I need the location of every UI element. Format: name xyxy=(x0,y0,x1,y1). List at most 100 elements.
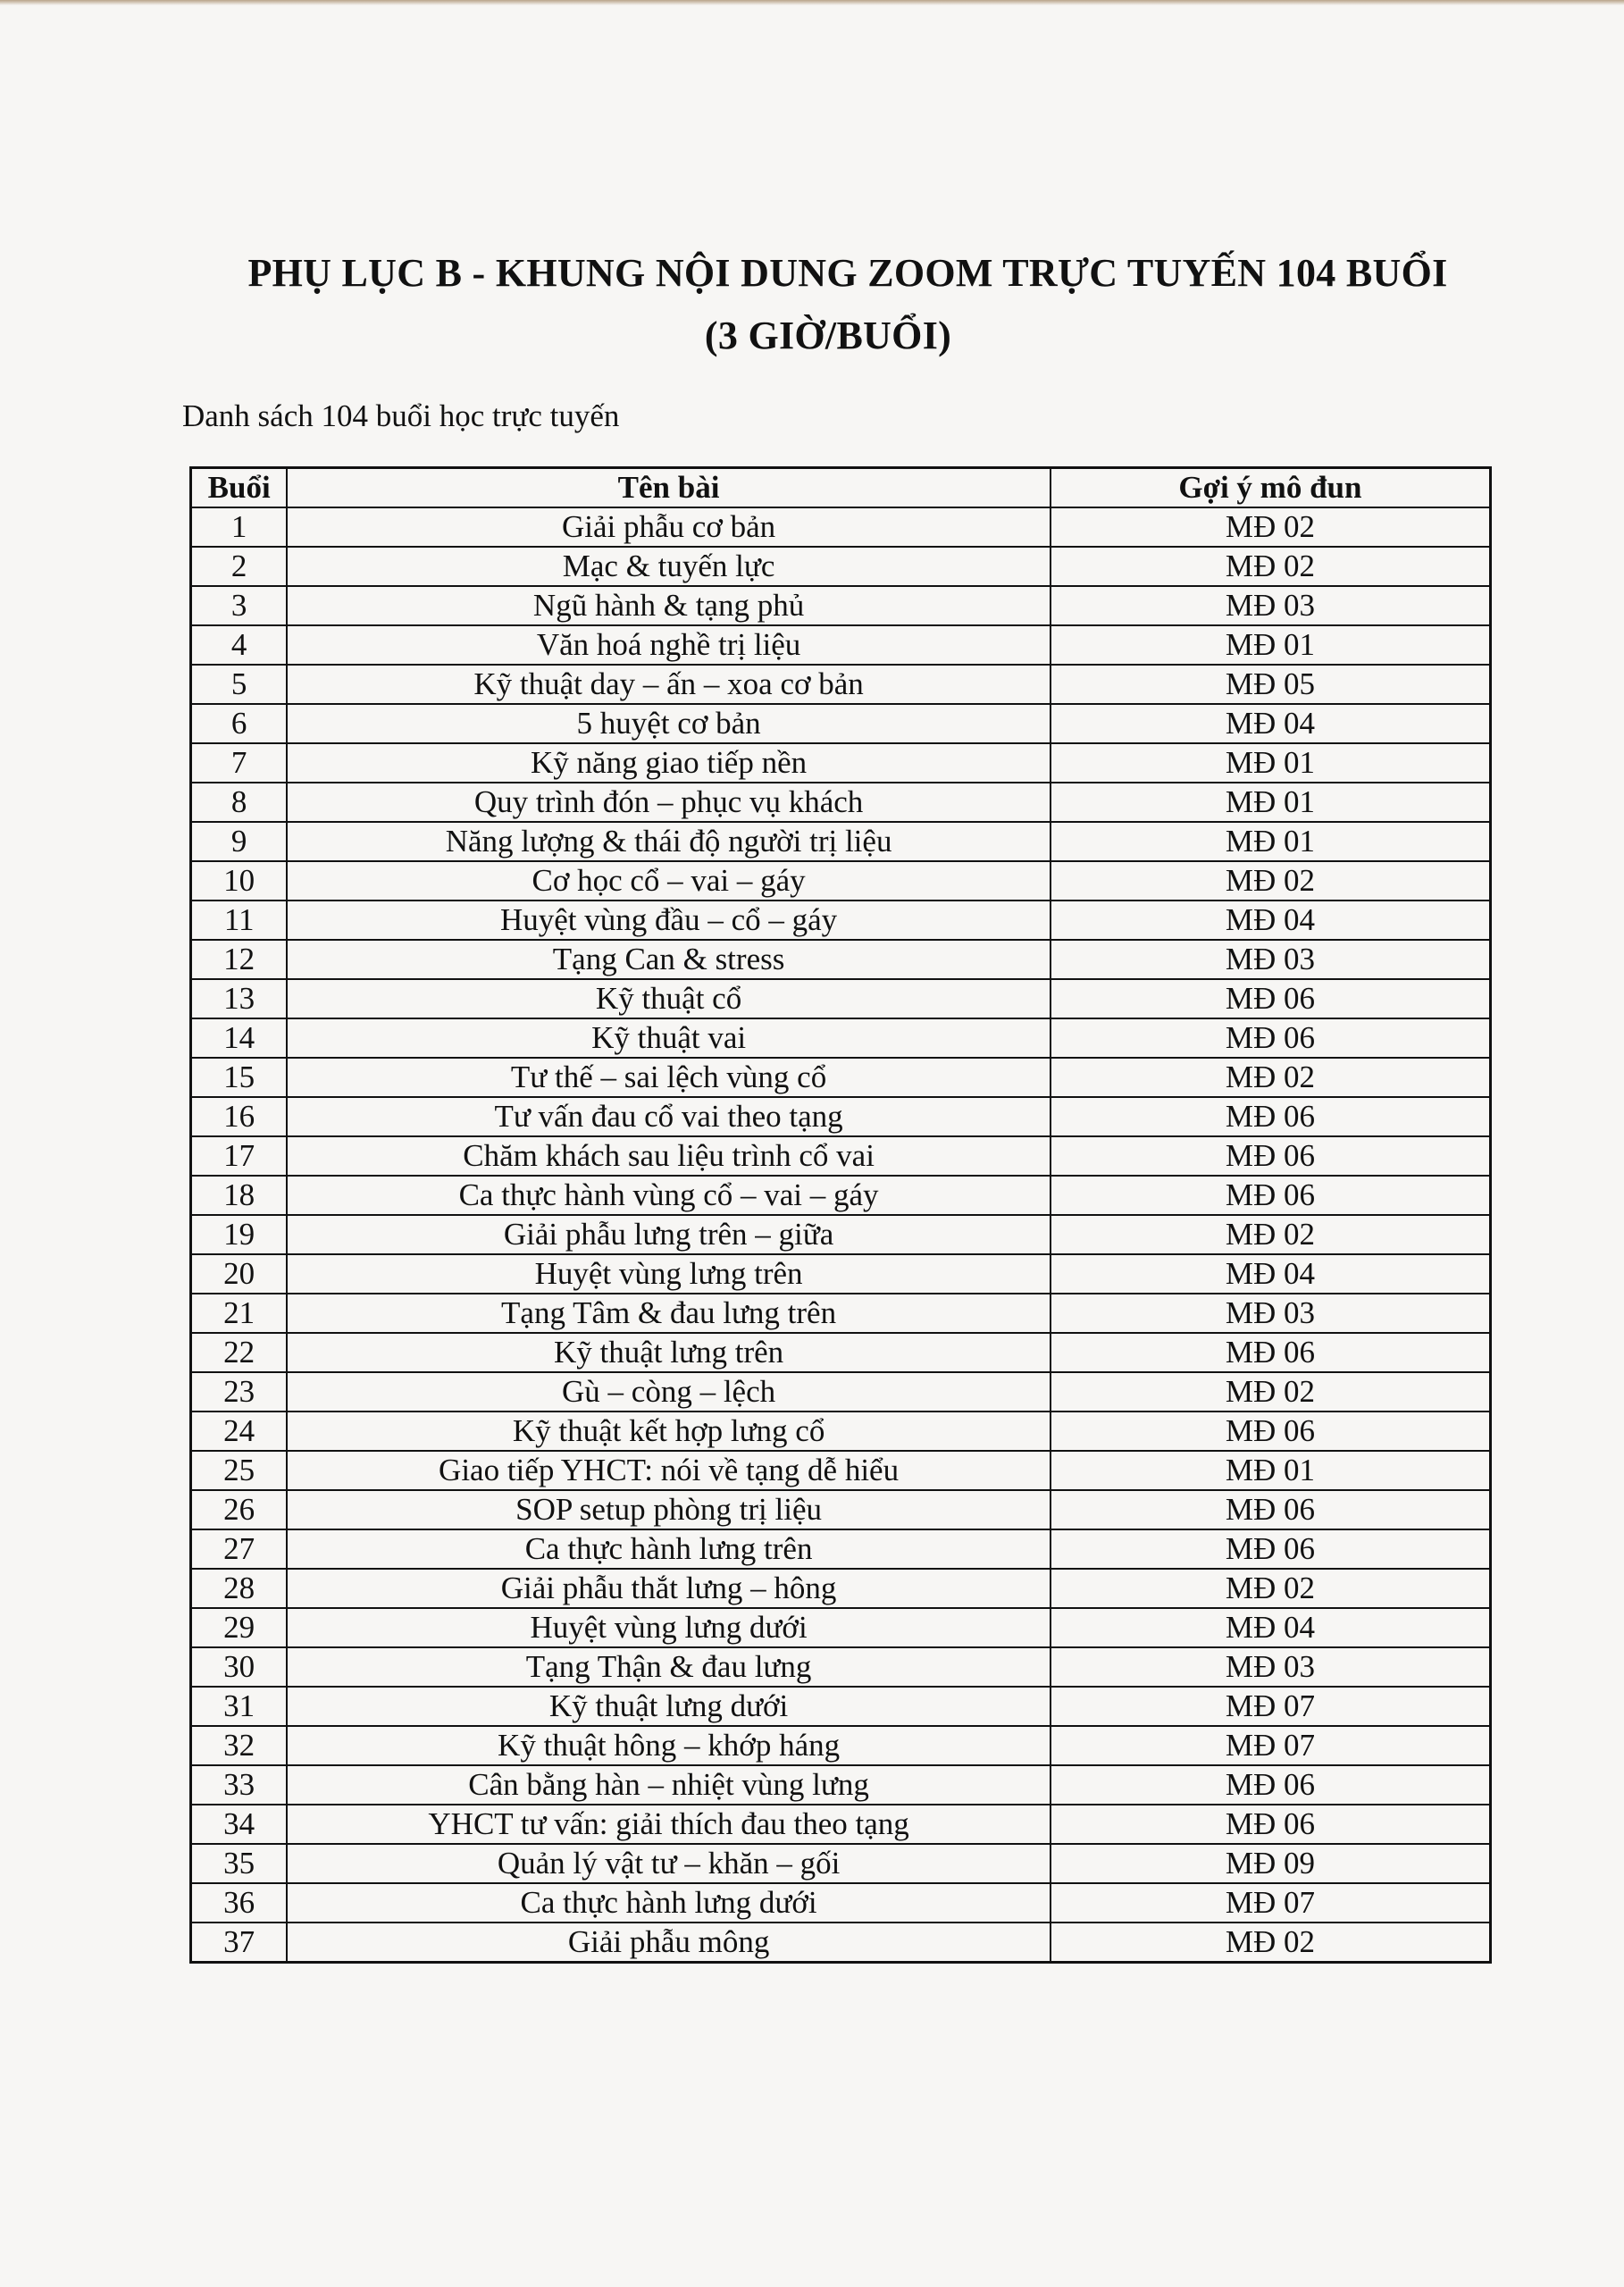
session-number: 34 xyxy=(189,1804,289,1845)
table-row: 24 Kỹ thuật kết hợp lưng cổ MĐ 06 xyxy=(189,1411,1492,1452)
module-code: MĐ 03 xyxy=(1049,585,1492,626)
lesson-name: Ca thực hành lưng dưới xyxy=(286,1882,1051,1923)
lesson-name: Kỹ thuật kết hợp lưng cổ xyxy=(286,1411,1051,1452)
lesson-name: Tư thế – sai lệch vùng cổ xyxy=(286,1057,1051,1098)
lesson-name: Kỹ thuật lưng trên xyxy=(286,1332,1051,1373)
session-number: 33 xyxy=(189,1764,289,1805)
lesson-name: Giải phẫu lưng trên – giữa xyxy=(286,1214,1051,1255)
lesson-name: Văn hoá nghề trị liệu xyxy=(286,624,1051,666)
table-row: 22 Kỹ thuật lưng trên MĐ 06 xyxy=(189,1332,1492,1373)
module-code: MĐ 06 xyxy=(1049,1529,1492,1570)
module-code: MĐ 01 xyxy=(1049,1450,1492,1491)
session-number: 8 xyxy=(189,782,289,823)
lesson-name: Ca thực hành vùng cổ – vai – gáy xyxy=(286,1175,1051,1216)
lesson-name: Giao tiếp YHCT: nói về tạng dễ hiểu xyxy=(286,1450,1051,1491)
module-code: MĐ 02 xyxy=(1049,546,1492,587)
module-code: MĐ 04 xyxy=(1049,703,1492,744)
lesson-name: Ngũ hành & tạng phủ xyxy=(286,585,1051,626)
session-number: 21 xyxy=(189,1293,289,1334)
lesson-name: Tạng Tâm & đau lưng trên xyxy=(286,1293,1051,1334)
document-title-subline: (3 GIỜ/BUỔI) xyxy=(704,314,952,357)
lesson-name: 5 huyệt cơ bản xyxy=(286,703,1051,744)
session-number: 9 xyxy=(189,821,289,862)
lesson-name: Kỹ thuật cổ xyxy=(286,978,1051,1019)
table-row: 8 Quy trình đón – phục vụ khách MĐ 01 xyxy=(189,782,1492,823)
table-row: 34 YHCT tư vấn: giải thích đau theo tạng M… xyxy=(189,1804,1492,1845)
module-code: MĐ 01 xyxy=(1049,821,1492,862)
session-table: Buổi Tên bài Gợi ý mô đun 1 Giải phẫu cơ … xyxy=(189,466,1492,1964)
session-number: 25 xyxy=(189,1450,289,1491)
table-row: 5 Kỹ thuật day – ấn – xoa cơ bản MĐ 05 xyxy=(189,664,1492,705)
table-row: 13 Kỹ thuật cổ MĐ 06 xyxy=(189,978,1492,1019)
session-number: 4 xyxy=(189,624,289,666)
module-code: MĐ 05 xyxy=(1049,664,1492,705)
table-header-row: Buổi Tên bài Gợi ý mô đun xyxy=(189,466,1492,508)
table-row: 32 Kỹ thuật hông – khớp háng MĐ 07 xyxy=(189,1725,1492,1766)
session-number: 12 xyxy=(189,939,289,980)
table-row: 7 Kỹ năng giao tiếp nền MĐ 01 xyxy=(189,742,1492,783)
session-number: 27 xyxy=(189,1529,289,1570)
module-code: MĐ 07 xyxy=(1049,1882,1492,1923)
session-number: 32 xyxy=(189,1725,289,1766)
session-number: 29 xyxy=(189,1607,289,1648)
module-code: MĐ 06 xyxy=(1049,1135,1492,1177)
module-code: MĐ 02 xyxy=(1049,1922,1492,1964)
module-code: MĐ 04 xyxy=(1049,900,1492,941)
lesson-name: Gù – còng – lệch xyxy=(286,1371,1051,1412)
session-number: 30 xyxy=(189,1646,289,1688)
lesson-name: Tạng Can & stress xyxy=(286,939,1051,980)
module-code: MĐ 01 xyxy=(1049,624,1492,666)
session-number: 20 xyxy=(189,1253,289,1294)
lesson-name: Tư vấn đau cổ vai theo tạng xyxy=(286,1096,1051,1137)
module-code: MĐ 02 xyxy=(1049,1371,1492,1412)
session-number: 19 xyxy=(189,1214,289,1255)
session-number: 23 xyxy=(189,1371,289,1412)
lesson-name: Quản lý vật tư – khăn – gối xyxy=(286,1843,1051,1884)
table-row: 17 Chăm khách sau liệu trình cổ vai MĐ 06 xyxy=(189,1135,1492,1177)
module-code: MĐ 04 xyxy=(1049,1253,1492,1294)
lesson-name: Giải phẫu thắt lưng – hông xyxy=(286,1568,1051,1609)
module-code: MĐ 02 xyxy=(1049,860,1492,901)
lesson-name: Mạc & tuyến lực xyxy=(286,546,1051,587)
table-row: 33 Cân bằng hàn – nhiệt vùng lưng MĐ 06 xyxy=(189,1764,1492,1805)
table-row: 9 Năng lượng & thái độ người trị liệu MĐ 0… xyxy=(189,821,1492,862)
lesson-name: Kỹ thuật hông – khớp háng xyxy=(286,1725,1051,1766)
lesson-name: Năng lượng & thái độ người trị liệu xyxy=(286,821,1051,862)
table-row: 4 Văn hoá nghề trị liệu MĐ 01 xyxy=(189,624,1492,666)
document-subtitle: Danh sách 104 buổi học trực tuyến xyxy=(182,398,620,433)
session-number: 5 xyxy=(189,664,289,705)
header-lesson-name: Tên bài xyxy=(286,466,1051,508)
session-number: 18 xyxy=(189,1175,289,1216)
session-number: 2 xyxy=(189,546,289,587)
lesson-name: Huyệt vùng lưng trên xyxy=(286,1253,1051,1294)
session-number: 31 xyxy=(189,1686,289,1727)
lesson-name: Quy trình đón – phục vụ khách xyxy=(286,782,1051,823)
lesson-name: Giải phẫu cơ bản xyxy=(286,507,1051,548)
lesson-name: Kỹ thuật lưng dưới xyxy=(286,1686,1051,1727)
session-number: 28 xyxy=(189,1568,289,1609)
session-number: 36 xyxy=(189,1882,289,1923)
header-module: Gợi ý mô đun xyxy=(1049,466,1492,508)
table-row: 35 Quản lý vật tư – khăn – gối MĐ 09 xyxy=(189,1843,1492,1884)
module-code: MĐ 09 xyxy=(1049,1843,1492,1884)
module-code: MĐ 06 xyxy=(1049,978,1492,1019)
module-code: MĐ 06 xyxy=(1049,1096,1492,1137)
module-code: MĐ 02 xyxy=(1049,1214,1492,1255)
module-code: MĐ 06 xyxy=(1049,1332,1492,1373)
session-number: 1 xyxy=(189,507,289,548)
module-code: MĐ 03 xyxy=(1049,939,1492,980)
module-code: MĐ 02 xyxy=(1049,1568,1492,1609)
table-row: 26 SOP setup phòng trị liệu MĐ 06 xyxy=(189,1489,1492,1530)
paper-edge xyxy=(0,0,1624,5)
table-row: 18 Ca thực hành vùng cổ – vai – gáy MĐ 06 xyxy=(189,1175,1492,1216)
lesson-name: Huyệt vùng lưng dưới xyxy=(286,1607,1051,1648)
session-number: 22 xyxy=(189,1332,289,1373)
lesson-name: Cơ học cổ – vai – gáy xyxy=(286,860,1051,901)
table-row: 20 Huyệt vùng lưng trên MĐ 04 xyxy=(189,1253,1492,1294)
table-row: 14 Kỹ thuật vai MĐ 06 xyxy=(189,1018,1492,1059)
session-number: 6 xyxy=(189,703,289,744)
module-code: MĐ 06 xyxy=(1049,1489,1492,1530)
lesson-name: SOP setup phòng trị liệu xyxy=(286,1489,1051,1530)
lesson-name: Cân bằng hàn – nhiệt vùng lưng xyxy=(286,1764,1051,1805)
